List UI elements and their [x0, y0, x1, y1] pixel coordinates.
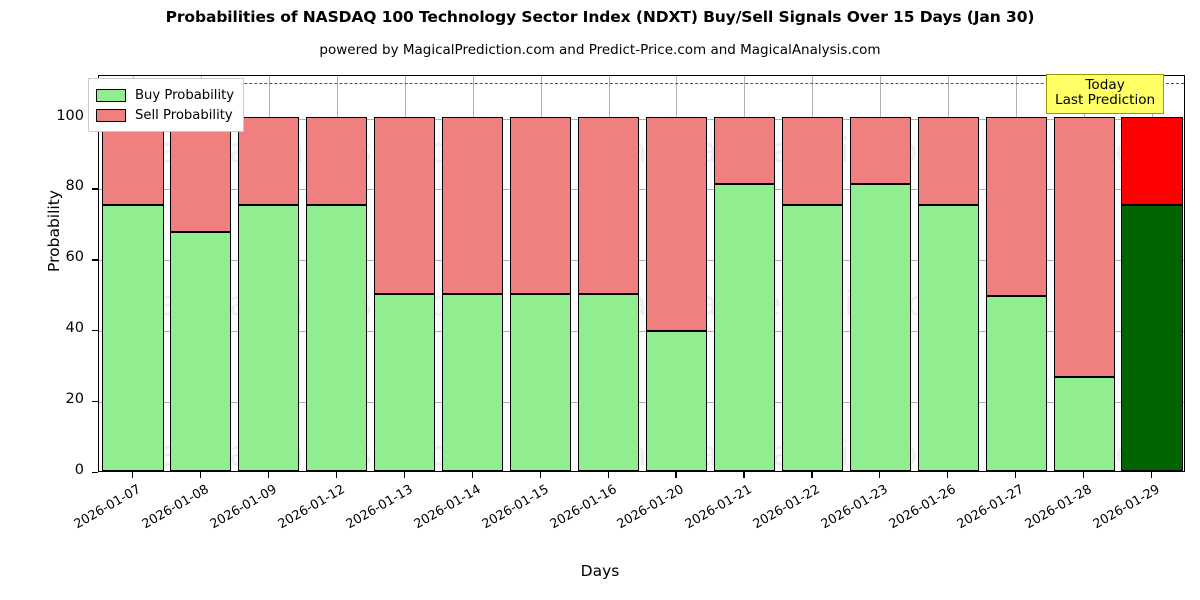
y-tick-label: 80	[65, 178, 84, 195]
bar-segment-sell[interactable]	[170, 116, 232, 232]
gridline-y-80	[99, 189, 1184, 191]
bar-group[interactable]	[645, 76, 708, 471]
x-tick-mark	[403, 472, 405, 478]
y-tick-mark	[92, 401, 98, 403]
bar-segment-buy[interactable]	[713, 183, 775, 471]
gridline-y-60	[99, 260, 1184, 262]
x-tick-mark	[811, 472, 813, 478]
bar-segment-sell[interactable]	[645, 116, 708, 331]
bar-group[interactable]	[713, 76, 775, 471]
chart-title: Probabilities of NASDAQ 100 Technology S…	[165, 8, 1035, 26]
bar-group[interactable]	[849, 76, 911, 471]
bar-segment-buy[interactable]	[849, 183, 911, 471]
today-annotation: Today Last Prediction	[1046, 74, 1165, 115]
bar-segment-sell[interactable]	[917, 116, 979, 206]
bar-segment-buy[interactable]	[917, 205, 979, 471]
gridline-y-40	[99, 331, 1184, 333]
x-tick-mark	[471, 472, 473, 478]
x-tick-mark	[131, 472, 134, 478]
legend-swatch-buy-icon	[96, 88, 126, 102]
bar-segment-buy[interactable]	[577, 293, 640, 471]
y-axis-label: Probability	[45, 190, 63, 272]
chart-subtitle: powered by MagicalPrediction.com and Pre…	[319, 42, 881, 58]
today-annotation-line1: Today	[1085, 77, 1125, 93]
bar-segment-buy[interactable]	[306, 205, 368, 471]
threshold-dashed-line	[99, 83, 1184, 85]
bar-segment-sell[interactable]	[985, 116, 1047, 296]
bar-segment-buy[interactable]	[238, 205, 300, 471]
y-tick-mark	[92, 259, 98, 261]
bar-segment-buy[interactable]	[985, 295, 1047, 471]
y-tick-mark	[92, 472, 98, 474]
bar-group[interactable]	[917, 76, 979, 471]
x-tick-mark	[743, 472, 745, 478]
bar-segment-buy[interactable]	[442, 293, 504, 471]
bar-group[interactable]	[374, 76, 436, 471]
y-tick-label: 20	[65, 391, 84, 408]
bar-group[interactable]	[442, 76, 504, 471]
bar-segment-buy[interactable]	[1053, 377, 1115, 471]
bar-segment-buy[interactable]	[374, 293, 436, 471]
x-tick-mark	[879, 472, 881, 478]
bar-group[interactable]	[102, 76, 164, 471]
bar-segment-sell[interactable]	[442, 116, 504, 294]
legend-item-buy: Buy Probability	[96, 85, 234, 105]
bar-group[interactable]	[781, 76, 843, 471]
bar-segment-buy[interactable]	[510, 293, 572, 471]
bar-segment-sell[interactable]	[849, 116, 911, 184]
y-tick-label: 40	[65, 320, 84, 337]
bar-segment-sell[interactable]	[306, 116, 368, 206]
bar-segment-sell[interactable]	[374, 116, 436, 294]
x-tick-mark	[267, 472, 270, 478]
bar-group[interactable]	[1121, 76, 1183, 471]
gridline-y-20	[99, 402, 1184, 404]
bar-segment-buy[interactable]	[645, 331, 708, 471]
bar-group[interactable]	[1053, 76, 1115, 471]
x-tick-mark	[1151, 472, 1153, 478]
bar-segment-sell[interactable]	[238, 116, 300, 206]
x-tick-mark	[675, 472, 677, 478]
x-axis-label: Days	[580, 562, 620, 580]
x-tick-mark	[199, 472, 202, 478]
x-tick-mark	[1083, 472, 1085, 478]
legend-swatch-sell-icon	[96, 108, 126, 122]
bar-segment-sell[interactable]	[713, 116, 775, 184]
bar-segment-buy[interactable]	[781, 205, 843, 471]
plot-area: MagicalAnalysis.comMagicalAnalysis.comMa…	[98, 75, 1185, 472]
chart-legend: Buy Probability Sell Probability	[88, 78, 245, 132]
bar-segment-sell[interactable]	[781, 116, 843, 206]
bar-group[interactable]	[238, 76, 300, 471]
y-tick-label: 100	[56, 107, 84, 124]
bar-group[interactable]	[577, 76, 640, 471]
y-tick-mark	[92, 330, 98, 332]
gridline-y-100	[99, 118, 1184, 120]
legend-label-sell: Sell Probability	[135, 107, 233, 123]
bar-segment-buy[interactable]	[1121, 205, 1183, 471]
x-tick-mark	[335, 472, 337, 478]
bar-group[interactable]	[985, 76, 1047, 471]
bar-segment-sell[interactable]	[510, 116, 572, 294]
y-tick-mark	[92, 188, 98, 190]
bar-segment-buy[interactable]	[170, 231, 232, 471]
bar-segment-buy[interactable]	[102, 205, 164, 471]
bar-group[interactable]	[510, 76, 572, 471]
x-tick-mark	[947, 472, 949, 478]
y-tick-label: 0	[74, 462, 84, 478]
y-tick-label: 60	[65, 249, 84, 266]
legend-label-buy: Buy Probability	[135, 87, 235, 103]
x-tick-mark	[607, 472, 609, 478]
bar-group[interactable]	[170, 76, 232, 471]
bar-group[interactable]	[306, 76, 368, 471]
x-tick-mark	[539, 472, 541, 478]
bar-segment-sell[interactable]	[1121, 116, 1183, 206]
today-annotation-line2: Last Prediction	[1055, 92, 1156, 109]
bar-segment-sell[interactable]	[577, 116, 640, 294]
bar-segment-sell[interactable]	[1053, 116, 1115, 378]
x-tick-mark	[1015, 472, 1017, 478]
legend-item-sell: Sell Probability	[96, 105, 234, 125]
